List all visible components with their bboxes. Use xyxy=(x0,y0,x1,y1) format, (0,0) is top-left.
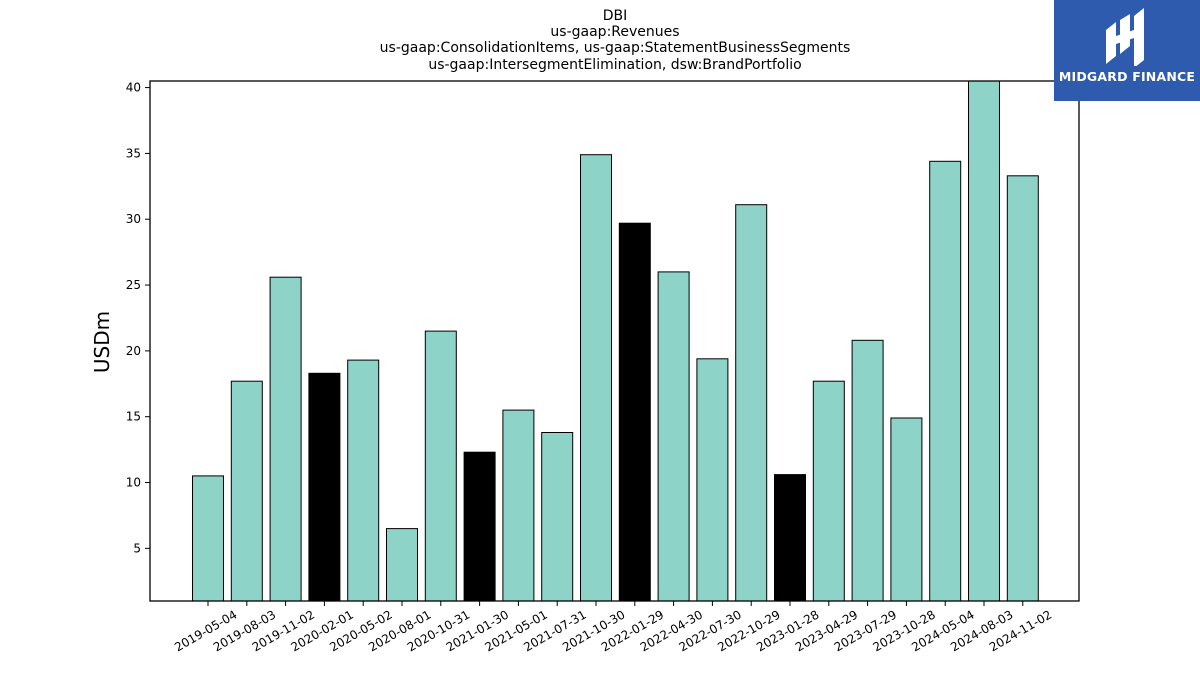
y-axis-label: USDm xyxy=(90,311,114,373)
bar-2022-07-30 xyxy=(696,358,729,602)
bar-2023-10-28 xyxy=(890,417,923,602)
bar-2021-05-01 xyxy=(502,409,535,602)
bar-2020-02-01 xyxy=(308,372,341,602)
bar-2023-04-29 xyxy=(812,380,845,602)
y-tick-label: 30 xyxy=(126,212,141,226)
bar-2022-01-29 xyxy=(618,222,651,602)
bar-2024-05-04 xyxy=(929,160,962,602)
chart-title-line-3: us-gaap:ConsolidationItems, us-gaap:Stat… xyxy=(380,40,851,56)
bar-2020-08-01 xyxy=(386,528,418,602)
chart-title-line-4: us-gaap:IntersegmentElimination, dsw:Bra… xyxy=(428,57,801,73)
bar-2023-01-28 xyxy=(774,474,806,602)
bar-2019-08-03 xyxy=(230,380,263,602)
y-tick-label: 40 xyxy=(126,81,141,95)
y-tick-label: 25 xyxy=(126,278,141,292)
y-tick-label: 20 xyxy=(126,344,141,358)
plot-frame xyxy=(149,80,1080,602)
y-tick-label: 10 xyxy=(126,476,141,490)
y-axis-ticks: 5 10 15 20 25 30 35 40 xyxy=(126,81,150,555)
y-tick-label: 35 xyxy=(126,146,141,160)
bar-2020-10-31 xyxy=(424,330,457,602)
bars-group xyxy=(192,80,1039,602)
bar-2021-07-31 xyxy=(541,432,574,602)
bar-2021-10-30 xyxy=(580,154,612,602)
chart-title-line-1: DBI xyxy=(603,8,628,24)
bar-2020-05-02 xyxy=(347,359,380,602)
chart-title-line-2: us-gaap:Revenues xyxy=(550,24,679,40)
bar-2019-05-04 xyxy=(192,475,224,602)
bar-2021-01-30 xyxy=(463,451,496,602)
bar-2019-11-02 xyxy=(269,276,302,602)
bar-2022-10-29 xyxy=(735,204,768,602)
y-tick-label: 5 xyxy=(133,541,141,555)
midgard-logo-icon xyxy=(1106,8,1144,66)
x-axis-ticks: 2019-05-042019-08-032019-11-022020-02-01… xyxy=(172,601,1054,654)
bar-2024-11-02 xyxy=(1006,175,1039,602)
bar-2023-07-29 xyxy=(851,339,884,602)
bar-2024-08-03 xyxy=(968,80,1000,602)
logo: MIDGARD FINANCE xyxy=(1054,0,1200,101)
bar-2022-04-30 xyxy=(657,271,690,602)
y-tick-label: 15 xyxy=(126,410,141,424)
chart-title: DBI us-gaap:Revenues us-gaap:Consolidati… xyxy=(380,8,851,73)
logo-text: MIDGARD FINANCE xyxy=(1058,69,1196,84)
